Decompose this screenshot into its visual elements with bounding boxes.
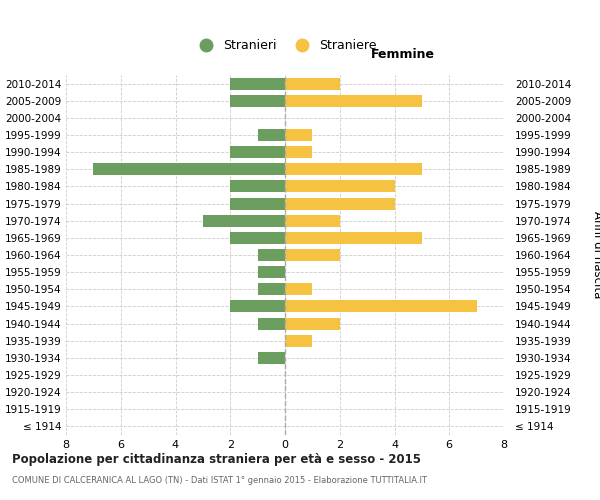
Bar	[230, 198, 285, 209]
Bar	[257, 266, 285, 278]
Bar	[257, 318, 285, 330]
Bar	[230, 146, 285, 158]
Bar	[230, 94, 285, 106]
Text: Femmine: Femmine	[371, 48, 435, 60]
Bar	[285, 198, 395, 209]
Bar	[285, 249, 340, 261]
Bar	[285, 78, 340, 90]
Text: Popolazione per cittadinanza straniera per età e sesso - 2015: Popolazione per cittadinanza straniera p…	[12, 452, 421, 466]
Bar	[203, 214, 285, 226]
Text: Anni di nascita: Anni di nascita	[590, 212, 600, 298]
Bar	[285, 146, 313, 158]
Bar	[285, 164, 422, 175]
Bar	[285, 300, 476, 312]
Bar	[285, 284, 313, 296]
Bar	[285, 94, 422, 106]
Bar	[285, 232, 422, 244]
Bar	[230, 300, 285, 312]
Bar	[285, 180, 395, 192]
Bar	[257, 352, 285, 364]
Bar	[285, 214, 340, 226]
Bar	[230, 78, 285, 90]
Bar	[94, 164, 285, 175]
Bar	[257, 129, 285, 141]
Bar	[230, 232, 285, 244]
Bar	[230, 180, 285, 192]
Bar	[285, 334, 313, 346]
Bar	[285, 129, 313, 141]
Legend: Stranieri, Straniere: Stranieri, Straniere	[188, 34, 382, 58]
Bar	[285, 318, 340, 330]
Text: COMUNE DI CALCERANICA AL LAGO (TN) - Dati ISTAT 1° gennaio 2015 - Elaborazione T: COMUNE DI CALCERANICA AL LAGO (TN) - Dat…	[12, 476, 427, 485]
Bar	[257, 249, 285, 261]
Bar	[257, 284, 285, 296]
